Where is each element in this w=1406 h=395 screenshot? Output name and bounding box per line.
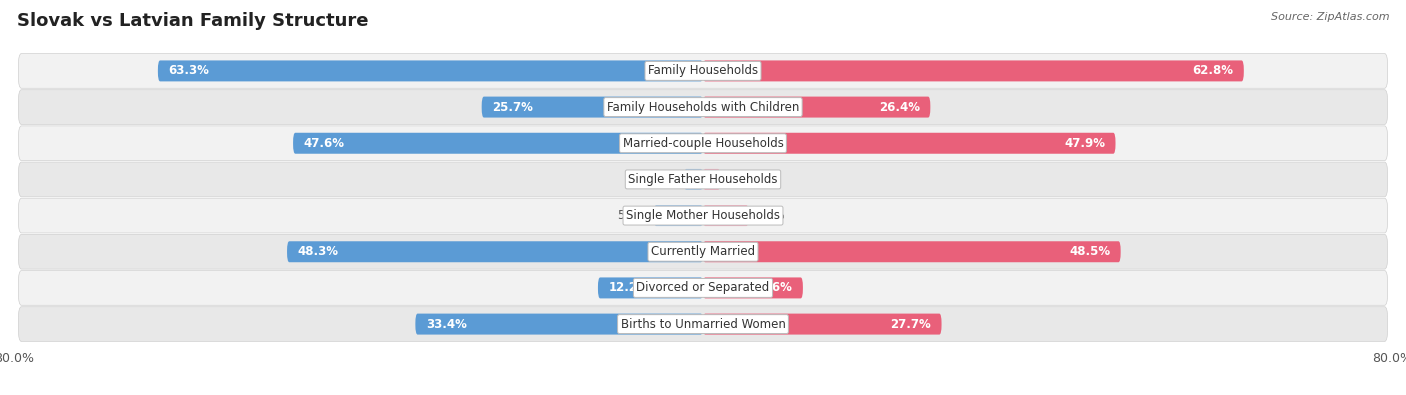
- Text: 63.3%: 63.3%: [169, 64, 209, 77]
- FancyBboxPatch shape: [685, 169, 703, 190]
- Text: 48.5%: 48.5%: [1069, 245, 1111, 258]
- FancyBboxPatch shape: [703, 169, 720, 190]
- Text: 47.9%: 47.9%: [1064, 137, 1105, 150]
- Text: Single Mother Households: Single Mother Households: [626, 209, 780, 222]
- FancyBboxPatch shape: [703, 97, 931, 118]
- Text: Family Households with Children: Family Households with Children: [607, 101, 799, 114]
- FancyBboxPatch shape: [415, 314, 703, 335]
- Text: 33.4%: 33.4%: [426, 318, 467, 331]
- FancyBboxPatch shape: [703, 205, 748, 226]
- FancyBboxPatch shape: [703, 241, 1121, 262]
- Text: Slovak vs Latvian Family Structure: Slovak vs Latvian Family Structure: [17, 12, 368, 30]
- FancyBboxPatch shape: [18, 234, 1388, 269]
- FancyBboxPatch shape: [18, 307, 1388, 341]
- FancyBboxPatch shape: [598, 277, 703, 298]
- FancyBboxPatch shape: [654, 205, 703, 226]
- FancyBboxPatch shape: [157, 60, 703, 81]
- FancyBboxPatch shape: [482, 97, 703, 118]
- Text: 5.3%: 5.3%: [755, 209, 785, 222]
- Text: 5.7%: 5.7%: [617, 209, 647, 222]
- Text: 25.7%: 25.7%: [492, 101, 533, 114]
- FancyBboxPatch shape: [18, 90, 1388, 124]
- FancyBboxPatch shape: [18, 54, 1388, 88]
- FancyBboxPatch shape: [18, 271, 1388, 305]
- Text: Married-couple Households: Married-couple Households: [623, 137, 783, 150]
- Text: 26.4%: 26.4%: [879, 101, 920, 114]
- FancyBboxPatch shape: [18, 162, 1388, 197]
- FancyBboxPatch shape: [18, 126, 1388, 161]
- Text: 2.0%: 2.0%: [727, 173, 756, 186]
- FancyBboxPatch shape: [287, 241, 703, 262]
- Text: 62.8%: 62.8%: [1192, 64, 1233, 77]
- Text: 2.2%: 2.2%: [647, 173, 678, 186]
- FancyBboxPatch shape: [703, 314, 942, 335]
- Text: Currently Married: Currently Married: [651, 245, 755, 258]
- Text: Single Father Households: Single Father Households: [628, 173, 778, 186]
- FancyBboxPatch shape: [703, 277, 803, 298]
- FancyBboxPatch shape: [292, 133, 703, 154]
- FancyBboxPatch shape: [18, 198, 1388, 233]
- Text: 47.6%: 47.6%: [304, 137, 344, 150]
- FancyBboxPatch shape: [703, 60, 1244, 81]
- Text: Family Households: Family Households: [648, 64, 758, 77]
- Text: 12.2%: 12.2%: [609, 281, 650, 294]
- Text: 27.7%: 27.7%: [890, 318, 931, 331]
- Text: Divorced or Separated: Divorced or Separated: [637, 281, 769, 294]
- Text: Source: ZipAtlas.com: Source: ZipAtlas.com: [1271, 12, 1389, 22]
- Text: 48.3%: 48.3%: [298, 245, 339, 258]
- FancyBboxPatch shape: [703, 133, 1115, 154]
- Text: Births to Unmarried Women: Births to Unmarried Women: [620, 318, 786, 331]
- Text: 11.6%: 11.6%: [752, 281, 793, 294]
